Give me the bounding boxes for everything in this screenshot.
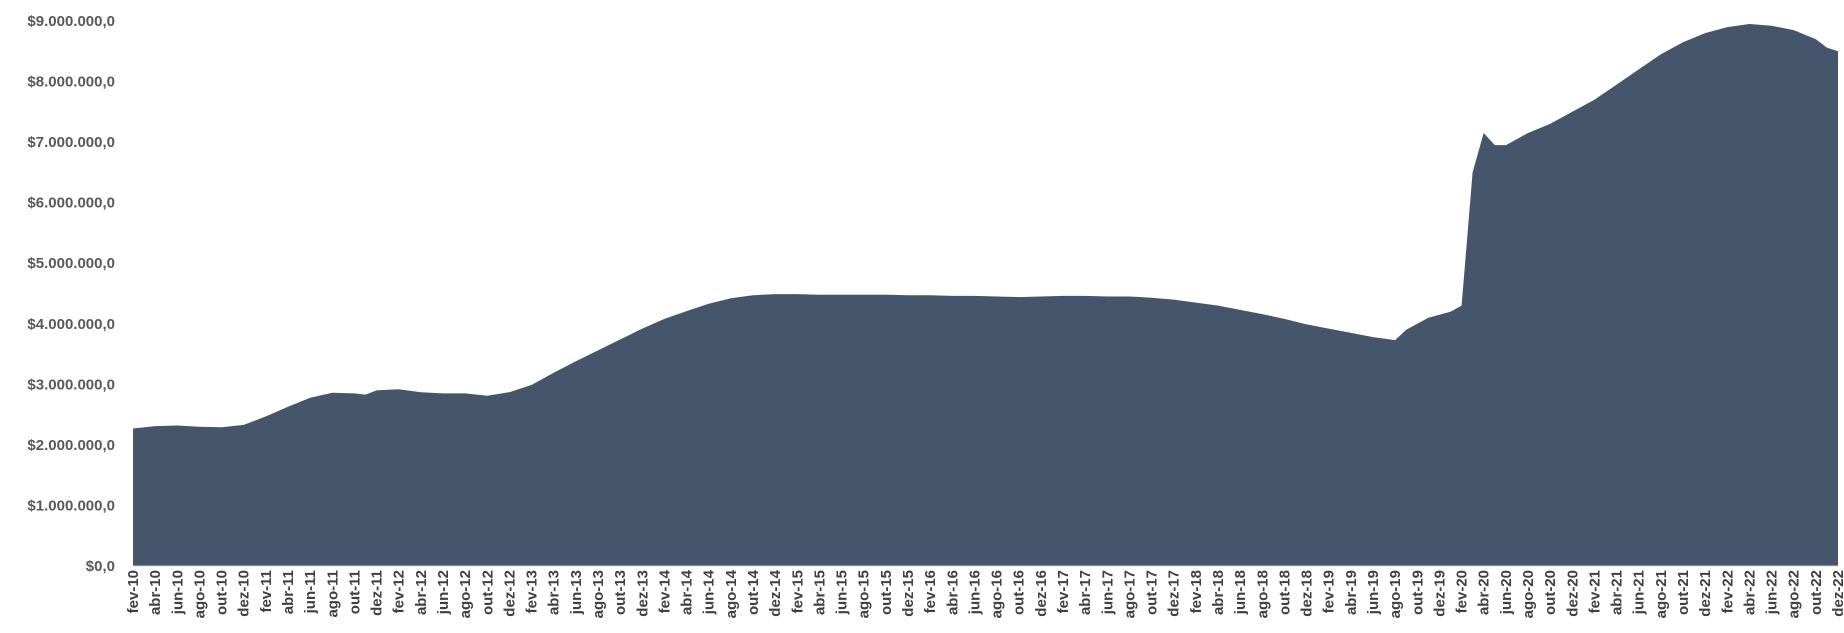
x-tick-label: fev-11 xyxy=(258,570,275,613)
x-tick-label: out-20 xyxy=(1542,570,1559,615)
x-tick-label: abr-13 xyxy=(546,570,563,615)
x-tick-label: dez-20 xyxy=(1564,570,1581,617)
y-tick-label: $5.000.000,0 xyxy=(27,255,115,272)
x-tick-label: abr-20 xyxy=(1476,570,1493,615)
x-tick-label: ago-19 xyxy=(1387,570,1404,618)
x-tick-label: dez-21 xyxy=(1697,570,1714,617)
x-tick-label: jun-17 xyxy=(1099,570,1116,615)
x-tick-label: jun-20 xyxy=(1498,570,1515,615)
x-tick-label: out-12 xyxy=(479,570,496,615)
x-tick-label: ago-16 xyxy=(989,570,1006,618)
x-tick-label: jun-21 xyxy=(1631,570,1648,615)
x-tick-label: abr-17 xyxy=(1077,570,1094,615)
x-tick-label: out-13 xyxy=(612,570,629,615)
x-tick-label: ago-14 xyxy=(723,569,740,618)
x-tick-label: dez-22 xyxy=(1830,570,1844,617)
x-tick-label: dez-12 xyxy=(501,570,518,617)
x-tick-label: abr-21 xyxy=(1609,570,1626,615)
x-tick-label: fev-22 xyxy=(1719,570,1736,613)
x-tick-label: fev-14 xyxy=(656,569,673,613)
y-tick-label: $2.000.000,0 xyxy=(27,437,115,454)
x-tick-label: dez-15 xyxy=(900,570,917,617)
x-tick-label: jun-19 xyxy=(1365,570,1382,615)
x-tick-label: fev-21 xyxy=(1586,570,1603,613)
x-tick-label: abr-19 xyxy=(1343,570,1360,615)
series-area xyxy=(133,24,1838,566)
x-tick-label: ago-12 xyxy=(457,570,474,618)
x-tick-label: fev-17 xyxy=(1055,570,1072,613)
x-tick-label: ago-11 xyxy=(324,570,341,618)
x-tick-label: abr-18 xyxy=(1210,570,1227,615)
x-tick-label: ago-20 xyxy=(1520,570,1537,618)
x-tick-label: out-10 xyxy=(214,570,231,615)
x-tick-label: dez-10 xyxy=(236,570,253,617)
x-tick-label: fev-12 xyxy=(391,570,408,613)
x-tick-label: dez-18 xyxy=(1299,570,1316,617)
x-tick-label: out-17 xyxy=(1144,570,1161,615)
x-tick-label: ago-17 xyxy=(1121,570,1138,618)
x-tick-label: jun-16 xyxy=(966,570,983,615)
x-tick-label: jun-18 xyxy=(1232,570,1249,615)
x-tick-label: out-14 xyxy=(745,569,762,615)
x-tick-label: abr-22 xyxy=(1741,570,1758,615)
y-tick-label: $6.000.000,0 xyxy=(27,195,115,212)
x-tick-label: fev-16 xyxy=(922,570,939,613)
y-tick-label: $7.000.000,0 xyxy=(27,134,115,151)
x-tick-label: fev-19 xyxy=(1321,570,1338,613)
y-tick-label: $9.000.000,0 xyxy=(27,13,115,30)
x-tick-label: ago-22 xyxy=(1786,570,1803,618)
x-tick-label: abr-12 xyxy=(413,570,430,615)
y-tick-label: $0,0 xyxy=(86,558,115,575)
x-tick-label: dez-11 xyxy=(369,570,386,616)
x-tick-label: out-16 xyxy=(1011,570,1028,615)
y-tick-label: $3.000.000,0 xyxy=(27,376,115,393)
x-tick-label: fev-13 xyxy=(524,570,541,613)
x-tick-label: ago-15 xyxy=(856,570,873,618)
x-tick-label: jun-12 xyxy=(435,570,452,615)
x-tick-label: fev-20 xyxy=(1454,570,1471,613)
x-tick-label: fev-18 xyxy=(1188,570,1205,613)
x-tick-label: abr-16 xyxy=(944,570,961,615)
x-tick-label: out-22 xyxy=(1808,570,1825,615)
x-tick-label: jun-15 xyxy=(834,570,851,615)
x-tick-label: dez-17 xyxy=(1166,570,1183,617)
x-tick-label: out-11 xyxy=(346,570,363,614)
x-tick-label: abr-10 xyxy=(147,570,164,615)
x-tick-label: ago-18 xyxy=(1254,570,1271,618)
y-tick-label: $8.000.000,0 xyxy=(27,74,115,91)
x-tick-label: out-18 xyxy=(1276,570,1293,615)
x-tick-label: out-15 xyxy=(878,570,895,615)
x-tick-label: ago-21 xyxy=(1653,570,1670,618)
x-tick-label: fev-10 xyxy=(125,570,142,613)
y-tick-label: $1.000.000,0 xyxy=(27,497,115,514)
y-axis: $0,0 $1.000.000,0 $2.000.000,0 $3.000.000,0… xyxy=(27,13,115,575)
x-tick-label: ago-13 xyxy=(590,570,607,618)
x-tick-label: dez-13 xyxy=(634,570,651,617)
x-tick-label: jun-14 xyxy=(701,569,718,615)
y-tick-label: $4.000.000,0 xyxy=(27,316,115,333)
x-axis: fev-10 abr-10 jun-10 ago-10 out-10 dez-10 fev-… xyxy=(125,569,1844,618)
x-tick-label: fev-15 xyxy=(789,570,806,613)
x-tick-label: jun-10 xyxy=(169,570,186,615)
x-tick-label: out-19 xyxy=(1409,570,1426,615)
x-tick-label: dez-16 xyxy=(1033,570,1050,617)
x-tick-label: abr-15 xyxy=(811,570,828,615)
x-tick-label: ago-10 xyxy=(191,570,208,618)
x-tick-label: jun-22 xyxy=(1764,570,1781,615)
x-tick-label: jun-11 xyxy=(302,570,319,614)
x-tick-label: dez-19 xyxy=(1431,570,1448,617)
x-tick-label: abr-11 xyxy=(280,570,297,614)
x-tick-label: dez-14 xyxy=(767,569,784,616)
x-tick-label: abr-14 xyxy=(679,569,696,615)
x-tick-label: out-21 xyxy=(1675,570,1692,615)
x-tick-label: jun-13 xyxy=(568,570,585,615)
